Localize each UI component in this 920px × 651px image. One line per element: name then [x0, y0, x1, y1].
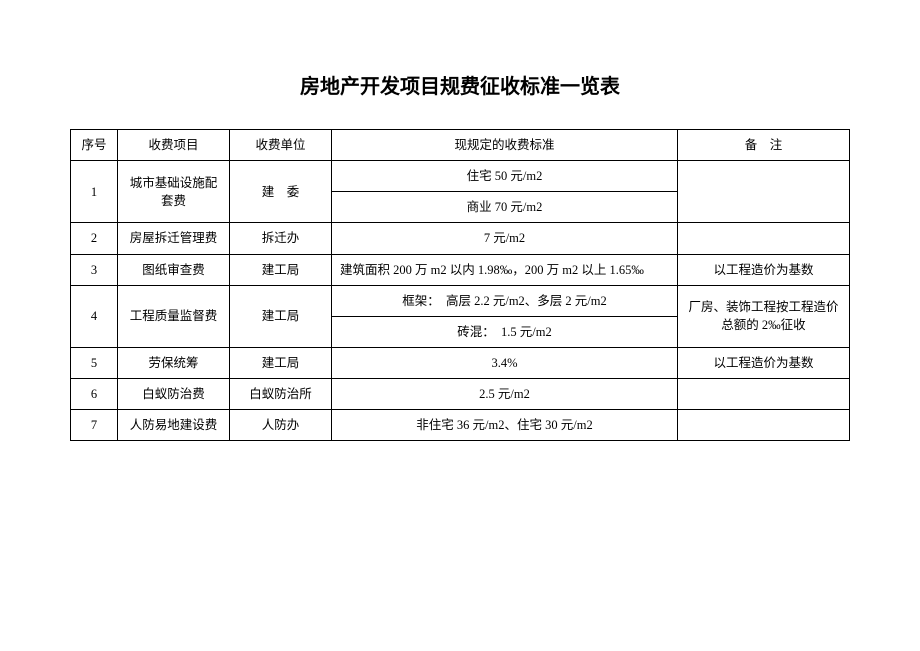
header-standard: 现规定的收费标准 [332, 130, 678, 161]
cell-seq: 4 [71, 285, 118, 347]
cell-standard: 非住宅 36 元/m2、住宅 30 元/m2 [332, 410, 678, 441]
table-row: 7 人防易地建设费 人防办 非住宅 36 元/m2、住宅 30 元/m2 [71, 410, 850, 441]
cell-unit: 拆迁办 [230, 223, 332, 254]
cell-item: 人防易地建设费 [118, 410, 230, 441]
cell-standard: 住宅 50 元/m2 [332, 161, 678, 192]
cell-seq: 7 [71, 410, 118, 441]
document-title: 房地产开发项目规费征收标准一览表 [0, 70, 920, 99]
cell-remark: 以工程造价为基数 [678, 347, 850, 378]
cell-seq: 3 [71, 254, 118, 285]
cell-unit: 白蚁防治所 [230, 379, 332, 410]
cell-standard: 商业 70 元/m2 [332, 192, 678, 223]
cell-remark [678, 223, 850, 254]
cell-unit: 人防办 [230, 410, 332, 441]
cell-remark [678, 379, 850, 410]
cell-remark [678, 410, 850, 441]
cell-item: 工程质量监督费 [118, 285, 230, 347]
cell-standard: 2.5 元/m2 [332, 379, 678, 410]
cell-unit: 建工局 [230, 254, 332, 285]
table-container: 序号 收费项目 收费单位 现规定的收费标准 备 注 1 城市基础设施配套费 建 … [70, 129, 850, 441]
cell-unit: 建工局 [230, 347, 332, 378]
cell-item: 白蚁防治费 [118, 379, 230, 410]
cell-remark [678, 161, 850, 223]
cell-remark: 以工程造价为基数 [678, 254, 850, 285]
cell-seq: 2 [71, 223, 118, 254]
header-seq: 序号 [71, 130, 118, 161]
header-remark: 备 注 [678, 130, 850, 161]
cell-item: 城市基础设施配套费 [118, 161, 230, 223]
cell-standard: 7 元/m2 [332, 223, 678, 254]
table-row: 3 图纸审查费 建工局 建筑面积 200 万 m2 以内 1.98‰，200 万… [71, 254, 850, 285]
table-row: 5 劳保统筹 建工局 3.4% 以工程造价为基数 [71, 347, 850, 378]
table-row: 4 工程质量监督费 建工局 框架： 高层 2.2 元/m2、多层 2 元/m2 … [71, 285, 850, 316]
cell-seq: 6 [71, 379, 118, 410]
cell-item: 劳保统筹 [118, 347, 230, 378]
cell-standard: 3.4% [332, 347, 678, 378]
cell-seq: 1 [71, 161, 118, 223]
document-page: 房地产开发项目规费征收标准一览表 序号 收费项目 收费单位 现规定的收费标准 备… [0, 0, 920, 651]
cell-item: 房屋拆迁管理费 [118, 223, 230, 254]
cell-unit: 建工局 [230, 285, 332, 347]
cell-unit: 建 委 [230, 161, 332, 223]
table-row: 1 城市基础设施配套费 建 委 住宅 50 元/m2 [71, 161, 850, 192]
cell-remark: 厂房、装饰工程按工程造价总额的 2‰征收 [678, 285, 850, 347]
cell-seq: 5 [71, 347, 118, 378]
cell-standard: 框架： 高层 2.2 元/m2、多层 2 元/m2 [332, 285, 678, 316]
cell-standard: 砖混： 1.5 元/m2 [332, 316, 678, 347]
header-unit: 收费单位 [230, 130, 332, 161]
table-header-row: 序号 收费项目 收费单位 现规定的收费标准 备 注 [71, 130, 850, 161]
header-item: 收费项目 [118, 130, 230, 161]
fee-table: 序号 收费项目 收费单位 现规定的收费标准 备 注 1 城市基础设施配套费 建 … [70, 129, 850, 441]
table-row: 2 房屋拆迁管理费 拆迁办 7 元/m2 [71, 223, 850, 254]
table-row: 6 白蚁防治费 白蚁防治所 2.5 元/m2 [71, 379, 850, 410]
cell-standard: 建筑面积 200 万 m2 以内 1.98‰，200 万 m2 以上 1.65‰ [332, 254, 678, 285]
cell-item: 图纸审查费 [118, 254, 230, 285]
